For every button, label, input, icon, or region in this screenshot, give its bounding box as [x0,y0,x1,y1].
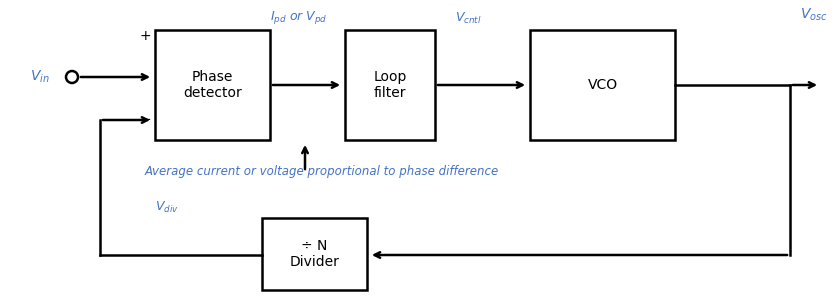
Text: VCO: VCO [587,78,617,92]
Text: $V_{cntl}$: $V_{cntl}$ [455,10,481,25]
Text: Loop
filter: Loop filter [373,70,407,100]
Bar [155,30,270,140]
Bar [345,30,435,140]
Text: +: + [139,29,151,43]
Bar [530,30,675,140]
Text: $I_{pd}$ or $V_{pd}$: $I_{pd}$ or $V_{pd}$ [270,10,328,26]
Bar [262,218,367,290]
Text: Average current or voltage proportional to phase difference: Average current or voltage proportional … [145,165,499,178]
Text: $V_{in}$: $V_{in}$ [30,69,50,85]
Text: $V_{div}$: $V_{div}$ [155,200,179,215]
Text: $V_{osc}$: $V_{osc}$ [800,7,827,23]
Text: −: − [139,112,151,127]
Text: Phase
detector: Phase detector [183,70,242,100]
Text: ÷ N
Divider: ÷ N Divider [290,239,339,269]
